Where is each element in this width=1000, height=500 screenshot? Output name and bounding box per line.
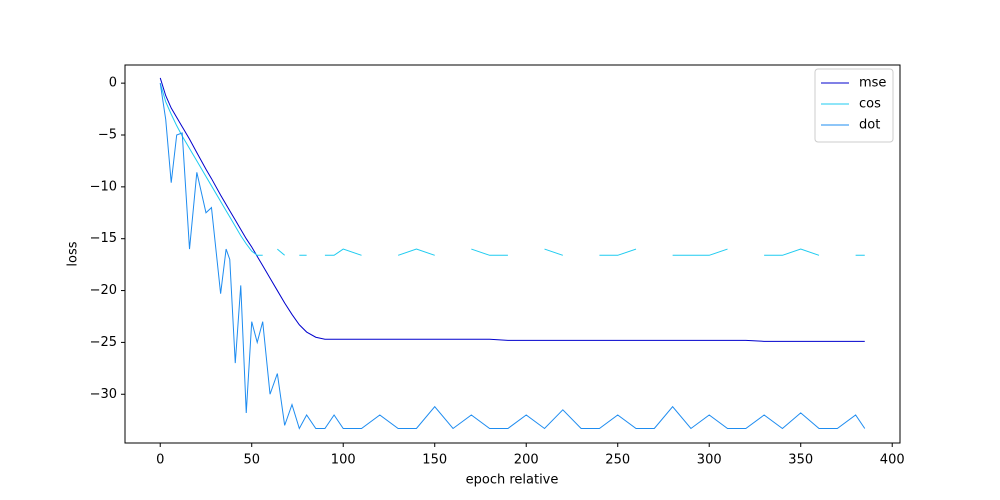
x-tick-label: 200 [514, 453, 539, 468]
y-tick-label: −30 [90, 387, 117, 402]
y-axis-label: loss [66, 241, 81, 266]
legend-box [814, 68, 894, 143]
y-tick-label: −10 [90, 179, 117, 194]
axes-frame [124, 64, 901, 444]
line-series [159, 83, 865, 256]
x-tick-label: 300 [697, 453, 722, 468]
y-tick-label: −25 [90, 335, 117, 350]
y-tick-label: −20 [90, 283, 117, 298]
x-tick-label: 250 [605, 453, 630, 468]
legend-label: dot [859, 118, 880, 133]
x-tick-label: 50 [243, 453, 260, 468]
line-series [159, 83, 866, 430]
x-tick-label: 100 [331, 453, 356, 468]
x-tick-label: 150 [422, 453, 447, 468]
legend-label: cos [859, 97, 881, 112]
y-tick-label: −5 [98, 128, 117, 143]
y-tick-label: −15 [90, 231, 117, 246]
x-axis-label: epoch relative [466, 473, 559, 488]
x-tick-label: 0 [156, 453, 164, 468]
x-tick-label: 400 [880, 453, 905, 468]
line-series [159, 77, 865, 342]
x-tick-label: 350 [788, 453, 813, 468]
legend-label: mse [859, 76, 886, 91]
y-tick-label: 0 [109, 76, 117, 91]
